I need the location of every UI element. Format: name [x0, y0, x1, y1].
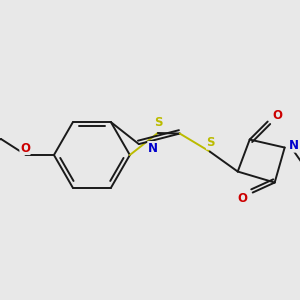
Text: N: N	[289, 139, 299, 152]
Text: S: S	[206, 136, 215, 149]
Text: O: O	[238, 192, 248, 205]
Text: O: O	[273, 109, 283, 122]
Text: N: N	[148, 142, 158, 154]
Text: S: S	[154, 116, 163, 130]
Text: O: O	[20, 142, 30, 154]
